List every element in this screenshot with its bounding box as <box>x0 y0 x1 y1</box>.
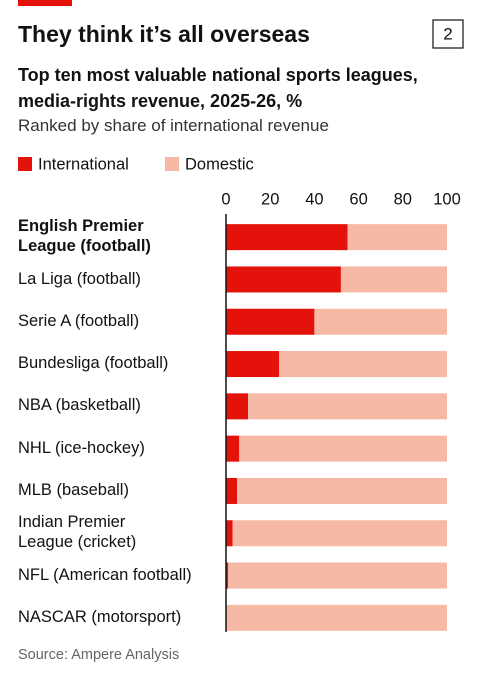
bar-segment <box>226 435 240 462</box>
bar-segment <box>340 266 447 293</box>
category-label: English Premier League (football) <box>18 217 151 256</box>
bar-segment <box>226 308 315 335</box>
figure-number: 2 <box>443 24 452 43</box>
bar-segment <box>279 351 447 378</box>
bar-segment <box>237 477 447 504</box>
x-tick-label: 20 <box>261 190 279 208</box>
bar-segment <box>232 520 447 547</box>
description: Ranked by share of international revenue <box>18 116 329 135</box>
legend-label: Domestic <box>185 155 254 173</box>
bar-segment <box>228 562 447 589</box>
source: Source: Ampere Analysis <box>18 647 179 663</box>
x-tick-label: 60 <box>349 190 367 208</box>
x-tick-label: 0 <box>221 190 230 208</box>
legend-swatch <box>165 157 179 171</box>
category-label: Indian Premier League (cricket) <box>18 513 137 552</box>
legend-label: International <box>38 155 129 173</box>
legend-swatch <box>18 157 32 171</box>
bar-segment <box>248 393 447 420</box>
subtitle: Top ten most valuable national sports le… <box>18 65 418 111</box>
bar-segment <box>314 308 447 335</box>
bar-segment <box>226 266 341 293</box>
category-label: NBA (basketball) <box>18 396 141 415</box>
bar-segment <box>226 393 249 420</box>
category-label: MLB (baseball) <box>18 481 129 500</box>
x-tick-label: 100 <box>433 190 461 208</box>
category-label: Serie A (football) <box>18 311 140 330</box>
category-label: NHL (ice-hockey) <box>18 438 145 457</box>
accent-bar <box>18 0 72 6</box>
x-tick-label: 40 <box>305 190 323 208</box>
category-label: NFL (American football) <box>18 565 192 584</box>
bar-segment <box>347 224 447 251</box>
chart-title: They think it’s all overseas <box>18 21 310 47</box>
category-label: La Liga (football) <box>18 269 141 288</box>
x-tick-label: 80 <box>394 190 412 208</box>
category-label: Bundesliga (football) <box>18 354 169 373</box>
figure-number-box <box>432 19 464 49</box>
bar-segment <box>226 604 447 631</box>
bar-segment <box>226 351 280 378</box>
bar-segment <box>226 562 229 589</box>
bar-segment <box>226 477 238 504</box>
category-label: NASCAR (motorsport) <box>18 607 182 626</box>
bar-segment <box>226 520 233 547</box>
bar-segment <box>226 224 348 251</box>
bar-segment <box>239 435 447 462</box>
